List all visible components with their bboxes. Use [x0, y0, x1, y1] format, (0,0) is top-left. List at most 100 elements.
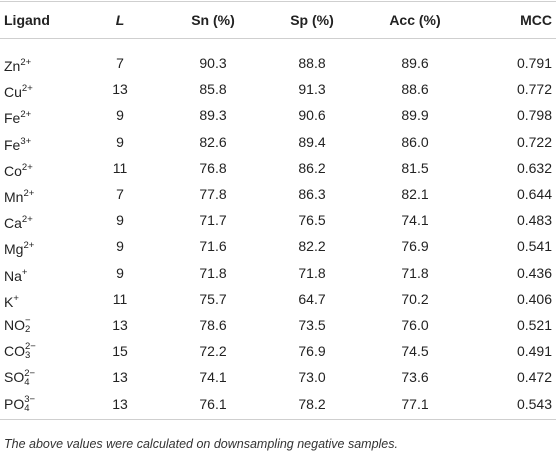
table-cell: 76.9 — [401, 238, 429, 255]
ligand-charge: − — [25, 315, 31, 327]
ligand-cell: K+ — [4, 290, 19, 311]
table-cell: 0.491 — [516, 343, 552, 360]
ligand-base: NO — [4, 317, 25, 333]
table-cell: 82.6 — [199, 133, 227, 150]
ligand-charge: 2+ — [21, 83, 33, 95]
table-cell: 70.2 — [401, 290, 429, 307]
table-cell: 86.2 — [298, 159, 326, 176]
table-cell: 0.436 — [516, 264, 552, 281]
table-cell: 11 — [112, 290, 128, 307]
ligand-charge: 2− — [25, 341, 36, 353]
table-cell: 82.2 — [298, 238, 326, 255]
ligand-base: Zn — [4, 58, 21, 74]
table-cell: 75.7 — [199, 290, 227, 307]
ligand-cell: Cu2+ — [4, 80, 33, 101]
table-cell: 0.632 — [516, 159, 552, 176]
ligand-base: CO — [4, 343, 25, 360]
column-header: Sn (%) — [191, 12, 235, 28]
ligand-charge: + — [21, 266, 28, 278]
table-cell: 89.9 — [401, 107, 429, 124]
ligand-charge: 3− — [24, 393, 36, 405]
column-header: MCC — [520, 12, 552, 28]
ligand-cell: Co2+ — [4, 159, 33, 180]
ligand-base: K — [4, 293, 14, 310]
table-cell: 7 — [116, 186, 124, 202]
table-cell: 77.8 — [199, 186, 227, 202]
header-rule — [0, 38, 556, 39]
table-cell: 90.3 — [199, 55, 227, 71]
table-cell: 91.3 — [298, 81, 326, 98]
table-cell: 78.2 — [298, 395, 326, 412]
ligand-charge: 2+ — [23, 240, 35, 252]
ligand-base: PO — [4, 395, 25, 412]
table-cell: 86.0 — [401, 133, 429, 150]
column-header: L — [115, 12, 125, 28]
table-cell: 73.0 — [298, 369, 326, 386]
table-cell: 85.8 — [199, 81, 227, 98]
table-cell: 74.1 — [199, 369, 227, 386]
charge-stack: 3− 4 — [24, 393, 36, 414]
table-cell: 81.5 — [401, 159, 429, 176]
table-cell: 71.7 — [199, 212, 227, 229]
charge-stack: −2 — [25, 315, 31, 335]
ligand-charge: + — [13, 292, 19, 304]
ligand-base: Na — [4, 267, 22, 284]
table-cell: 13 — [112, 81, 128, 98]
table-cell: 0.472 — [516, 369, 552, 386]
table-cell: 0.772 — [516, 81, 552, 98]
table-cell: 15 — [112, 343, 128, 360]
ligand-charge: 2+ — [20, 109, 32, 121]
table-cell: 77.1 — [401, 395, 429, 412]
table-cell: 9 — [116, 264, 124, 281]
table-cell: 89.6 — [401, 55, 429, 71]
ligand-base: SO — [4, 369, 25, 386]
ligand-base: Ca — [4, 215, 22, 232]
table-cell: 86.3 — [298, 186, 326, 202]
table-cell: 0.798 — [516, 107, 552, 124]
table-cell: 0.406 — [516, 290, 552, 307]
table-cell: 72.2 — [199, 343, 227, 360]
table-cell: 78.6 — [199, 317, 227, 333]
table-cell: 73.6 — [401, 369, 429, 386]
charge-stack: 2− 4 — [24, 367, 36, 387]
table-cell: 13 — [112, 395, 128, 412]
ligand-cell: PO 3− 4 — [4, 395, 35, 414]
ligand-cell: SO 2− 4 — [4, 368, 35, 387]
ligand-charge: 2+ — [20, 57, 32, 68]
ligand-charge: 3+ — [20, 135, 32, 147]
column-header: Acc (%) — [389, 12, 441, 28]
ligand-base: Mn — [4, 189, 24, 205]
table-cell: 11 — [112, 159, 128, 176]
table-cell: 73.5 — [298, 317, 326, 333]
table-cell: 9 — [116, 107, 124, 124]
ligand-cell: Zn2+ — [4, 54, 31, 75]
ligand-cell: Fe3+ — [4, 133, 31, 154]
table-cell: 89.3 — [199, 107, 227, 124]
ligand-cell: CO 2− 3 — [4, 342, 36, 361]
table-cell: 9 — [116, 212, 124, 229]
table-cell: 76.0 — [401, 317, 429, 333]
table-cell: 71.8 — [199, 264, 227, 281]
table-cell: 74.1 — [401, 212, 429, 229]
ligand-charge: 2+ — [21, 214, 33, 226]
ligand-charge: 2− — [24, 367, 36, 379]
table-cell: 71.8 — [401, 264, 429, 281]
ligand-cell: Na+ — [4, 264, 27, 285]
table-cell: 13 — [112, 317, 128, 333]
table-cell: 0.791 — [516, 55, 552, 71]
table-cell: 9 — [116, 238, 124, 255]
table-cell: 76.9 — [298, 343, 326, 360]
table-cell: 88.8 — [298, 55, 326, 71]
charge-stack: 2− 3 — [25, 341, 36, 361]
ligand-base: Co — [4, 162, 22, 179]
table-cell: 76.8 — [199, 159, 227, 176]
table-cell: 0.483 — [516, 212, 552, 229]
ligand-base: Mg — [4, 241, 24, 258]
ligand-cell: Fe2+ — [4, 106, 31, 127]
table-cell: 0.722 — [516, 133, 552, 150]
bottom-rule — [0, 419, 556, 420]
table-cell: 7 — [116, 55, 124, 71]
ligand-charge: 2+ — [23, 188, 35, 199]
ligand-charge: 2+ — [21, 161, 33, 173]
column-header: Ligand — [4, 12, 50, 28]
